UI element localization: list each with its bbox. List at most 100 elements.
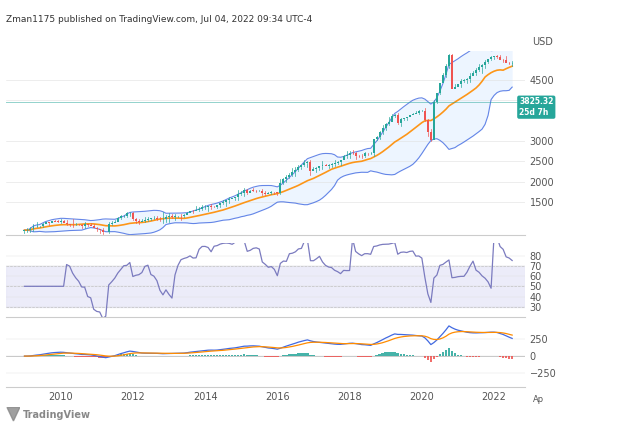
Bar — [213, 355, 216, 356]
Bar — [385, 124, 387, 128]
Bar — [349, 153, 351, 155]
Bar — [168, 216, 170, 217]
Bar — [460, 81, 462, 84]
Bar — [463, 80, 465, 81]
Bar — [457, 84, 459, 87]
Bar — [74, 356, 77, 357]
Bar — [282, 179, 284, 183]
Bar — [122, 354, 125, 356]
Bar — [60, 355, 62, 356]
Bar — [249, 190, 252, 193]
Bar — [319, 166, 321, 168]
Bar — [35, 355, 38, 356]
Bar — [116, 218, 119, 222]
Bar — [399, 354, 402, 356]
Bar — [141, 221, 143, 222]
Bar — [369, 356, 372, 357]
Bar — [406, 117, 408, 118]
Bar — [469, 76, 471, 79]
Bar — [360, 356, 363, 357]
Bar — [81, 225, 83, 227]
Bar — [394, 115, 396, 116]
Bar — [433, 356, 435, 359]
Bar — [104, 356, 107, 358]
Bar — [198, 355, 200, 356]
Bar — [195, 355, 197, 356]
Bar — [381, 128, 384, 133]
Bar — [132, 213, 134, 219]
Bar — [285, 177, 287, 179]
Bar — [261, 191, 263, 193]
Text: 3825.32
25d 7h: 3825.32 25d 7h — [519, 97, 554, 117]
Bar — [378, 354, 381, 356]
Bar — [379, 133, 381, 137]
Bar — [246, 355, 248, 356]
Bar — [207, 206, 209, 207]
Bar — [204, 355, 206, 356]
Bar — [316, 168, 317, 169]
Bar — [210, 355, 212, 356]
Bar — [77, 224, 79, 225]
Bar — [171, 216, 173, 218]
Bar — [387, 352, 390, 356]
Bar — [472, 73, 474, 76]
Bar — [397, 115, 399, 123]
Bar — [273, 356, 276, 357]
Bar — [81, 356, 83, 357]
Bar — [448, 55, 450, 66]
Bar — [372, 139, 374, 153]
Bar — [228, 355, 230, 356]
Bar — [156, 218, 158, 219]
Bar — [42, 224, 44, 226]
Bar — [445, 350, 447, 356]
Bar — [288, 354, 291, 356]
Bar — [442, 351, 444, 356]
Bar — [429, 356, 432, 362]
Bar — [90, 356, 92, 357]
Bar — [135, 219, 137, 221]
Bar — [270, 192, 272, 193]
Bar — [225, 355, 227, 356]
Bar — [56, 355, 59, 356]
Bar — [45, 222, 47, 224]
Bar — [466, 79, 468, 80]
Bar — [346, 155, 348, 156]
Bar — [312, 169, 314, 171]
Bar — [376, 355, 378, 356]
Bar — [445, 66, 447, 75]
Bar — [436, 356, 438, 357]
Bar — [460, 355, 462, 356]
Bar — [391, 116, 393, 122]
Bar — [99, 229, 100, 230]
Bar — [442, 75, 444, 83]
Bar — [63, 221, 65, 223]
Bar — [294, 354, 297, 356]
Bar — [406, 355, 408, 356]
Bar — [330, 356, 333, 357]
Bar — [276, 192, 278, 193]
Bar — [472, 356, 474, 357]
Bar — [240, 193, 242, 194]
Bar — [93, 226, 95, 228]
Bar — [75, 224, 77, 225]
Bar — [312, 355, 315, 356]
Bar — [457, 354, 460, 356]
Bar — [174, 216, 176, 218]
Bar — [421, 110, 423, 111]
Bar — [291, 354, 294, 356]
Bar — [376, 137, 378, 139]
Polygon shape — [7, 408, 20, 421]
Bar — [189, 355, 191, 356]
Bar — [433, 102, 435, 140]
Bar — [487, 59, 489, 62]
Bar — [86, 224, 89, 225]
Bar — [276, 356, 278, 357]
Bar — [77, 356, 80, 357]
Bar — [321, 165, 323, 166]
Bar — [234, 355, 236, 356]
Bar — [102, 230, 104, 232]
Bar — [147, 219, 149, 220]
Bar — [357, 356, 360, 357]
Bar — [388, 122, 390, 124]
Bar — [310, 162, 312, 171]
